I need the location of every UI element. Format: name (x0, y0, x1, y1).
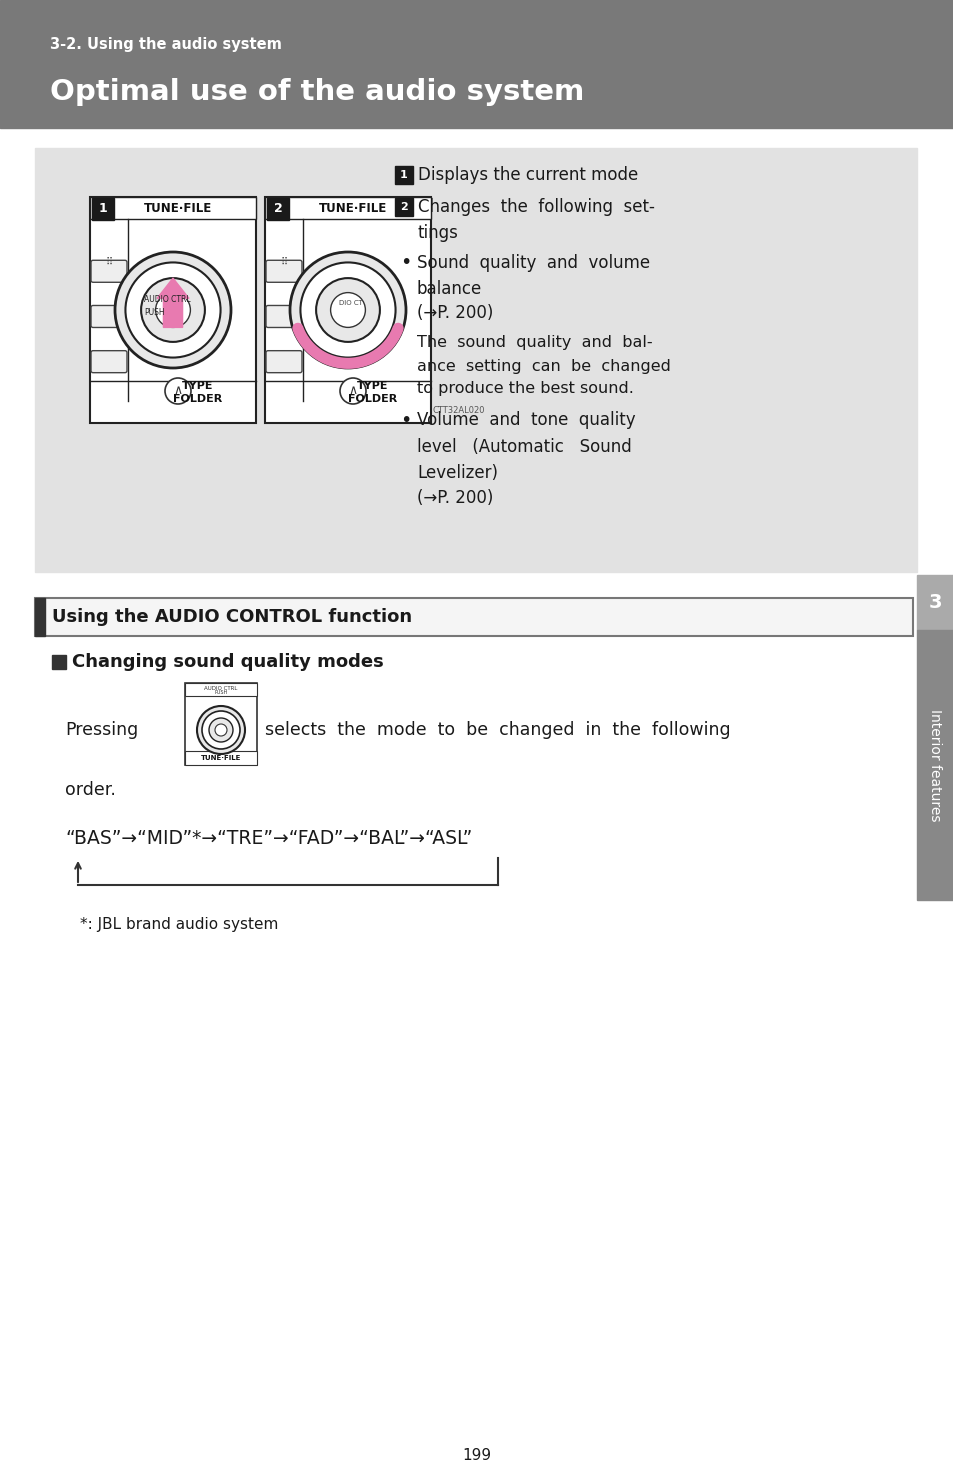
Circle shape (214, 724, 227, 736)
Text: 2: 2 (274, 202, 282, 215)
Bar (35, 597, 45, 636)
Text: Sound  quality  and  volume: Sound quality and volume (416, 254, 649, 271)
Text: Pressing: Pressing (65, 721, 138, 739)
Text: Changes  the  following  set-: Changes the following set- (417, 198, 654, 215)
Text: level   (Automatic   Sound: level (Automatic Sound (416, 438, 631, 456)
Text: PUSH: PUSH (214, 690, 228, 696)
Text: ⠿: ⠿ (106, 257, 112, 267)
Bar (52, 655, 66, 670)
Text: tings: tings (417, 224, 458, 242)
FancyBboxPatch shape (91, 305, 127, 327)
Bar (265, 198, 431, 218)
Text: TUNE·FILE: TUNE·FILE (144, 202, 212, 214)
Bar (0, 0, 953, 128)
Text: Volume  and  tone  quality: Volume and tone quality (416, 412, 635, 429)
Circle shape (315, 279, 379, 342)
Bar (185, 683, 256, 766)
Bar (265, 198, 431, 423)
Bar (916, 630, 953, 900)
Text: The  sound  quality  and  bal-: The sound quality and bal- (416, 335, 652, 351)
Bar (916, 575, 953, 630)
Text: FOLDER: FOLDER (348, 394, 397, 404)
Text: Using the AUDIO CONTROL function: Using the AUDIO CONTROL function (52, 608, 412, 625)
Text: Changing sound quality modes: Changing sound quality modes (71, 653, 383, 671)
Text: FOLDER: FOLDER (173, 394, 222, 404)
Bar (267, 198, 289, 220)
FancyBboxPatch shape (266, 260, 302, 282)
Bar (91, 198, 113, 220)
Text: 3: 3 (928, 593, 942, 612)
Text: PUSH: PUSH (144, 308, 165, 317)
Circle shape (141, 279, 205, 342)
Bar (90, 198, 255, 423)
Circle shape (125, 263, 220, 357)
Text: 3-2. Using the audio system: 3-2. Using the audio system (50, 37, 281, 52)
Text: ance  setting  can  be  changed: ance setting can be changed (416, 358, 670, 373)
Text: CTT32AL020: CTT32AL020 (433, 406, 485, 414)
Text: TUNE·FILE: TUNE·FILE (318, 202, 387, 214)
Circle shape (331, 292, 365, 327)
Bar (395, 198, 413, 215)
Text: AUDIO CTRL: AUDIO CTRL (144, 295, 191, 304)
Bar (35, 148, 916, 572)
Circle shape (290, 252, 406, 367)
Text: ∧: ∧ (348, 384, 357, 397)
Text: order.: order. (65, 780, 115, 799)
Circle shape (155, 292, 191, 327)
Circle shape (202, 711, 240, 749)
FancyBboxPatch shape (266, 351, 302, 373)
Bar (35, 597, 912, 636)
Text: DIO CT: DIO CT (338, 299, 362, 305)
FancyBboxPatch shape (91, 351, 127, 373)
Text: selects  the  mode  to  be  changed  in  the  following: selects the mode to be changed in the fo… (265, 721, 730, 739)
Text: 1: 1 (98, 202, 108, 215)
Text: TYPE: TYPE (356, 381, 388, 391)
Circle shape (339, 378, 366, 404)
Text: (→P. 200): (→P. 200) (416, 490, 493, 507)
FancyBboxPatch shape (266, 305, 302, 327)
Text: Interior features: Interior features (927, 709, 942, 822)
Circle shape (209, 718, 233, 742)
Text: (→P. 200): (→P. 200) (416, 304, 493, 322)
Bar (185, 751, 256, 766)
Bar (90, 198, 255, 218)
Text: 1: 1 (399, 170, 408, 180)
Text: •: • (399, 254, 411, 273)
Text: Displays the current mode: Displays the current mode (417, 167, 638, 184)
Circle shape (196, 707, 245, 754)
Text: 2: 2 (399, 202, 408, 212)
Text: Optimal use of the audio system: Optimal use of the audio system (50, 78, 583, 106)
Circle shape (165, 378, 191, 404)
Text: •: • (399, 410, 411, 429)
FancyBboxPatch shape (91, 260, 127, 282)
Text: to produce the best sound.: to produce the best sound. (416, 382, 633, 397)
Text: 199: 199 (462, 1447, 491, 1463)
Bar (395, 167, 413, 184)
Circle shape (115, 252, 231, 367)
Text: ∧: ∧ (173, 384, 182, 397)
Text: TYPE: TYPE (182, 381, 213, 391)
Text: Levelizer): Levelizer) (416, 465, 497, 482)
Text: TUNE·FILE: TUNE·FILE (200, 755, 241, 761)
FancyArrow shape (157, 279, 189, 327)
Circle shape (300, 263, 395, 357)
Text: balance: balance (416, 280, 482, 298)
Bar (185, 683, 256, 696)
Text: *: JBL brand audio system: *: JBL brand audio system (80, 917, 278, 932)
Text: “BAS”→“MID”*→“TRE”→“FAD”→“BAL”→“ASL”: “BAS”→“MID”*→“TRE”→“FAD”→“BAL”→“ASL” (65, 829, 472, 848)
Text: ⠿: ⠿ (280, 257, 287, 267)
Text: AUDIO CTRL: AUDIO CTRL (204, 686, 237, 690)
